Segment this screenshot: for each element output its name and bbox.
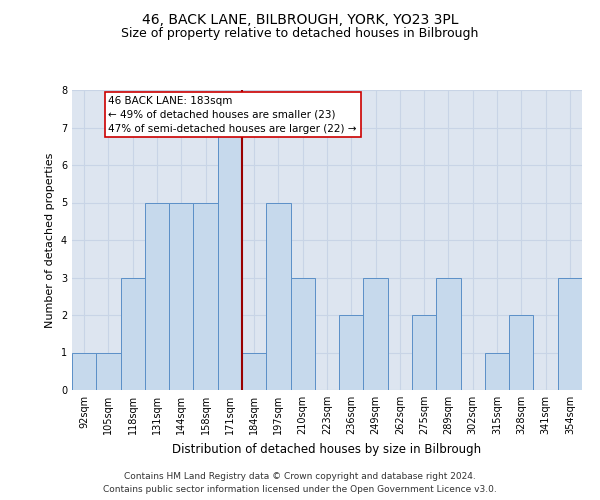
Bar [412, 315, 436, 390]
Text: 46 BACK LANE: 183sqm
← 49% of detached houses are smaller (23)
47% of semi-detac: 46 BACK LANE: 183sqm ← 49% of detached h… [109, 96, 357, 134]
Bar [96, 352, 121, 390]
X-axis label: Distribution of detached houses by size in Bilbrough: Distribution of detached houses by size … [172, 442, 482, 456]
Bar [485, 352, 509, 390]
Bar [145, 202, 169, 390]
Bar [509, 315, 533, 390]
Bar [290, 278, 315, 390]
Text: Contains public sector information licensed under the Open Government Licence v3: Contains public sector information licen… [103, 485, 497, 494]
Text: Size of property relative to detached houses in Bilbrough: Size of property relative to detached ho… [121, 28, 479, 40]
Text: 46, BACK LANE, BILBROUGH, YORK, YO23 3PL: 46, BACK LANE, BILBROUGH, YORK, YO23 3PL [142, 12, 458, 26]
Bar [121, 278, 145, 390]
Bar [169, 202, 193, 390]
Bar [72, 352, 96, 390]
Text: Contains HM Land Registry data © Crown copyright and database right 2024.: Contains HM Land Registry data © Crown c… [124, 472, 476, 481]
Bar [218, 128, 242, 390]
Bar [436, 278, 461, 390]
Bar [558, 278, 582, 390]
Bar [266, 202, 290, 390]
Bar [242, 352, 266, 390]
Bar [364, 278, 388, 390]
Bar [339, 315, 364, 390]
Bar [193, 202, 218, 390]
Y-axis label: Number of detached properties: Number of detached properties [46, 152, 55, 328]
